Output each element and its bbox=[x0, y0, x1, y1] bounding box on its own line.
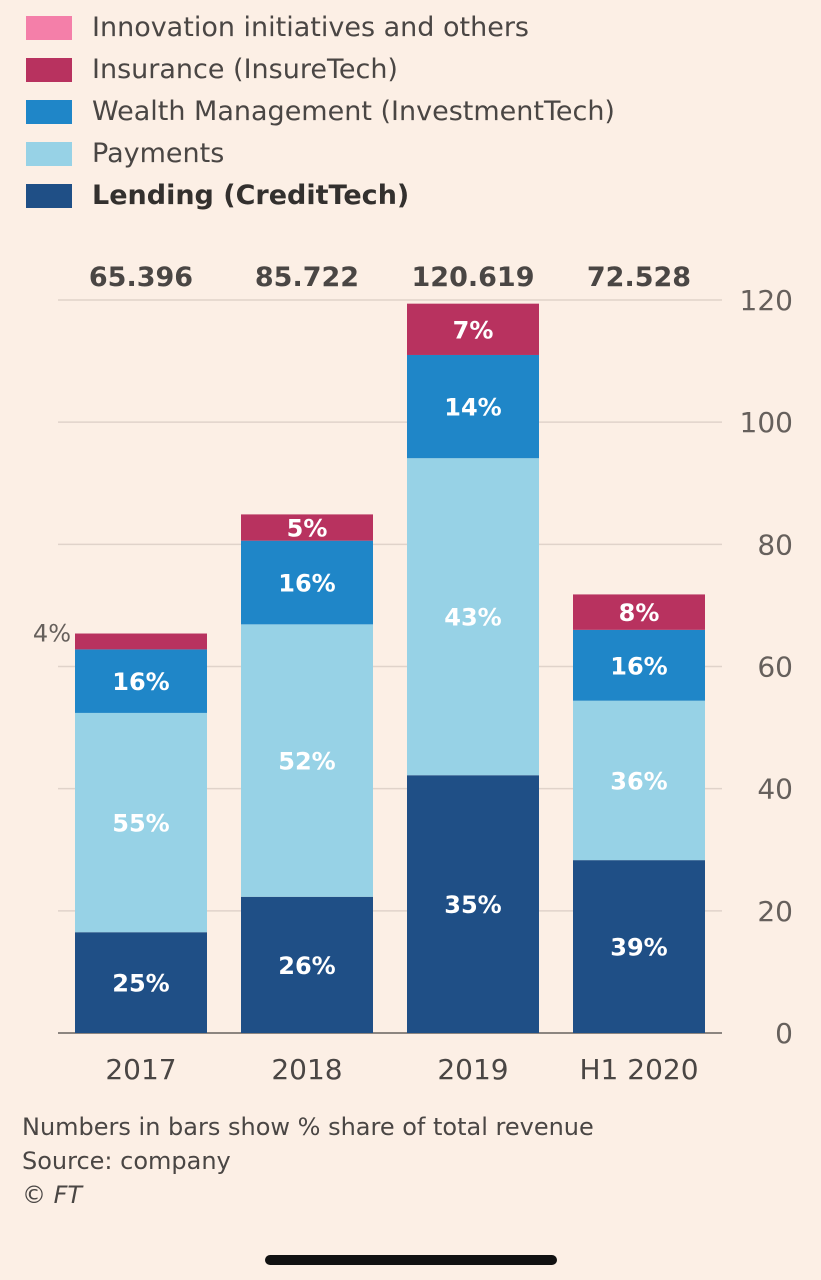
total-label: 65.396 bbox=[89, 262, 193, 293]
x-tick-label: 2019 bbox=[437, 1053, 508, 1086]
bar-segment bbox=[573, 860, 705, 1033]
bar-segment bbox=[407, 354, 539, 459]
data-label: 16% bbox=[112, 668, 169, 696]
x-tick-label: H1 2020 bbox=[579, 1053, 698, 1086]
x-tick-label: 2017 bbox=[105, 1053, 176, 1086]
copyright-text: © FT bbox=[22, 1181, 83, 1209]
x-tick-label: 2018 bbox=[271, 1053, 342, 1086]
bar-segment bbox=[241, 540, 373, 625]
bar-segment bbox=[573, 629, 705, 701]
data-label: 36% bbox=[610, 767, 667, 795]
bar-segment bbox=[241, 896, 373, 1033]
data-label: 25% bbox=[112, 970, 169, 998]
note-text: Numbers in bars show % share of total re… bbox=[22, 1113, 594, 1141]
total-label: 85.722 bbox=[255, 262, 359, 293]
y-tick-label: 0 bbox=[775, 1017, 793, 1050]
legend-label: Lending (CreditTech) bbox=[92, 180, 410, 211]
bar-segment bbox=[573, 700, 705, 861]
y-tick-label: 100 bbox=[740, 406, 793, 439]
data-label: 4% bbox=[33, 620, 71, 648]
data-label: 5% bbox=[287, 515, 328, 543]
legend-label: Insurance (InsureTech) bbox=[92, 54, 398, 85]
y-tick-label: 60 bbox=[757, 651, 793, 684]
total-label: 72.528 bbox=[587, 262, 691, 293]
data-label: 35% bbox=[444, 891, 501, 919]
legend-label: Payments bbox=[92, 138, 225, 169]
y-tick-label: 80 bbox=[757, 528, 793, 561]
data-label: 52% bbox=[278, 748, 335, 776]
bar-segment bbox=[407, 775, 539, 1033]
data-label: 8% bbox=[619, 599, 660, 627]
data-label: 16% bbox=[610, 652, 667, 680]
data-label: 7% bbox=[453, 316, 494, 344]
y-tick-label: 40 bbox=[757, 773, 793, 806]
bar-segment bbox=[407, 458, 539, 776]
data-label: 14% bbox=[444, 394, 501, 422]
y-tick-label: 20 bbox=[757, 895, 793, 928]
legend-label: Innovation initiatives and others bbox=[92, 12, 529, 43]
legend-swatch bbox=[26, 142, 72, 166]
source-text: Source: company bbox=[22, 1147, 231, 1175]
legend-swatch bbox=[26, 16, 72, 40]
legend-swatch bbox=[26, 184, 72, 208]
data-label: 16% bbox=[278, 570, 335, 598]
bar-segment bbox=[573, 594, 705, 630]
bar-segment bbox=[241, 624, 373, 897]
data-label: 55% bbox=[112, 810, 169, 838]
total-label: 120.619 bbox=[412, 262, 535, 293]
data-label: 26% bbox=[278, 952, 335, 980]
home-indicator[interactable] bbox=[265, 1255, 557, 1265]
data-label: 39% bbox=[610, 934, 667, 962]
bar-segment bbox=[75, 633, 207, 650]
y-tick-label: 120 bbox=[740, 284, 793, 317]
chart-notes: Numbers in bars show % share of total re… bbox=[22, 1110, 594, 1212]
chart-legend: Innovation initiatives and others Insuran… bbox=[0, 0, 821, 230]
legend-swatch bbox=[26, 100, 72, 124]
legend-swatch bbox=[26, 58, 72, 82]
legend-label: Wealth Management (InvestmentTech) bbox=[92, 96, 615, 127]
bar-segment bbox=[241, 514, 373, 541]
data-label: 43% bbox=[444, 604, 501, 632]
bar-segment bbox=[75, 649, 207, 713]
bar-segment bbox=[75, 932, 207, 1033]
stacked-bar-chart: 0 20 40 60 80 100 120 25% 55% 16% 4% 65.396 2017 26% 5… bbox=[33, 262, 793, 1086]
bar-segment bbox=[75, 712, 207, 933]
bar-segment bbox=[407, 303, 539, 355]
